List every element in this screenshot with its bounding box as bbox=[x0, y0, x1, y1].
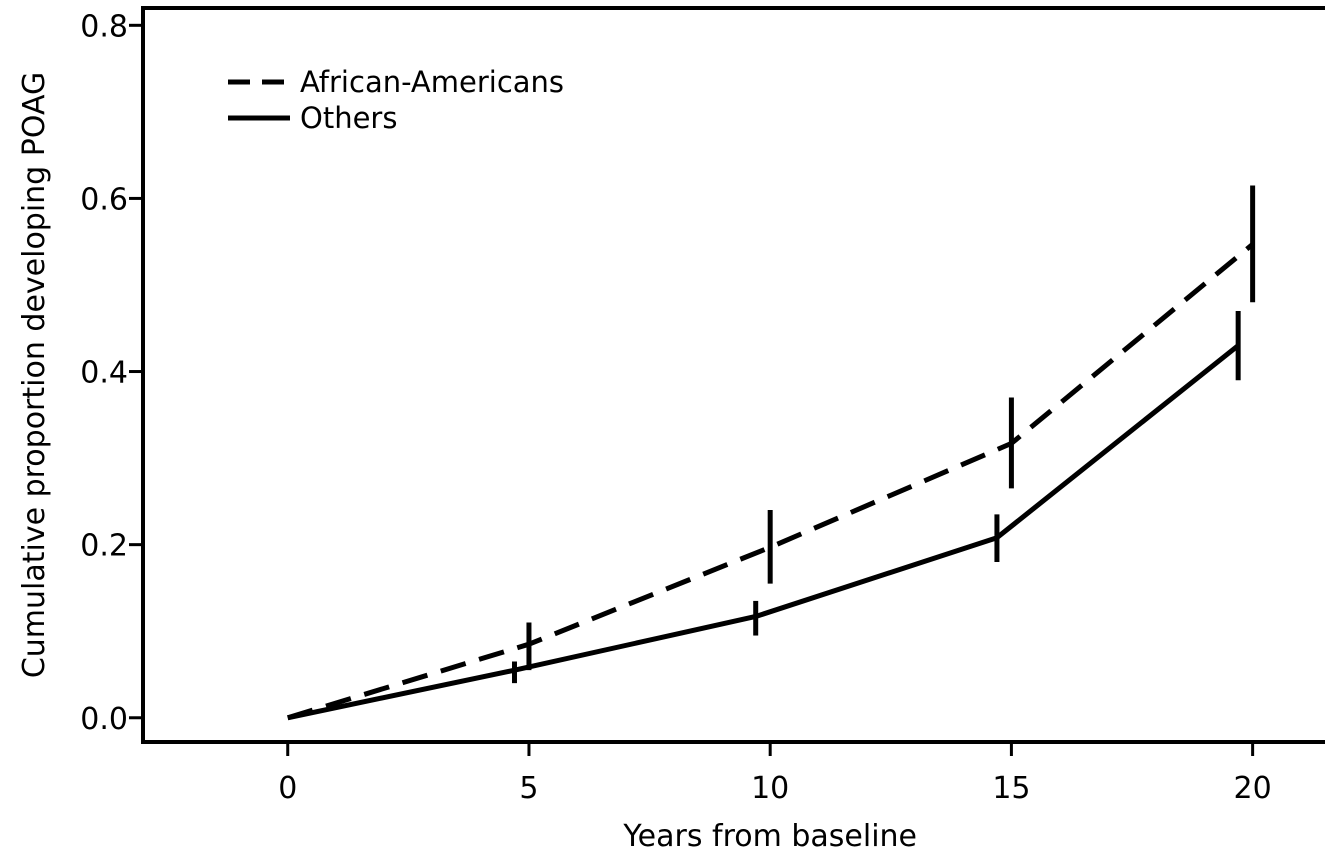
x-tick-label: 0 bbox=[278, 771, 297, 806]
y-tick-label: 0.6 bbox=[80, 182, 128, 217]
x-tick-label: 5 bbox=[519, 771, 538, 806]
y-axis-title: Cumulative proportion developing POAG bbox=[17, 72, 52, 678]
x-tick-label: 10 bbox=[751, 771, 789, 806]
y-tick-label: 0.8 bbox=[80, 9, 128, 44]
x-tick-label: 20 bbox=[1234, 771, 1272, 806]
legend-label: Others bbox=[300, 101, 397, 135]
series-line-african-americans bbox=[287, 242, 1255, 721]
y-tick-label: 0.0 bbox=[80, 702, 128, 737]
x-tick-label: 15 bbox=[992, 771, 1030, 806]
series-line-others bbox=[287, 343, 1240, 721]
legend-label: African-Americans bbox=[300, 65, 564, 99]
x-axis-title: Years from baseline bbox=[622, 819, 917, 854]
series-layer bbox=[287, 185, 1256, 721]
y-tick-label: 0.2 bbox=[80, 529, 128, 564]
axes: 0 5 10 15 20 0.0 0.2 0.4 0.6 0.8 bbox=[80, 6, 1325, 806]
y-tick-label: 0.4 bbox=[80, 356, 128, 391]
